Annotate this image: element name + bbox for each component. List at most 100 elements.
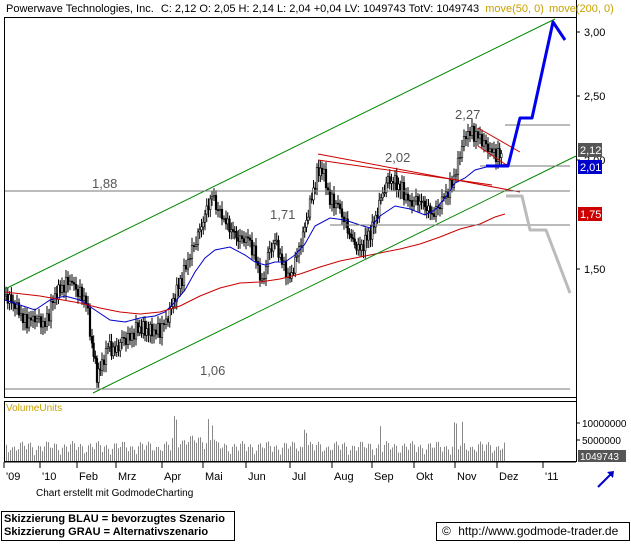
candle-body [203,213,207,223]
candle-body [10,294,13,303]
volume-bar [172,438,173,461]
candle-body [423,200,427,208]
volume-bar [346,446,347,461]
candle-body [264,266,268,279]
volume-bar [38,445,39,461]
candle-body [64,276,68,293]
level-label-1-71: 1,71 [270,207,295,222]
volume-bar [288,448,289,461]
candle-body [378,199,381,219]
volume-bar [374,455,375,461]
volume-bar [126,447,127,461]
candle-body [438,207,442,210]
candle-body [492,148,496,153]
candle-body [205,205,208,215]
volume-bar [20,442,21,461]
volume-bar [296,448,297,461]
gray-scenario-path [506,194,572,294]
candle-body [494,148,498,162]
volume-bar [142,443,143,461]
candle-body [47,313,51,322]
candle-body [31,315,35,321]
candle-body [388,176,391,184]
volume-bar [250,444,251,461]
volume-bar [168,444,169,461]
volume-bar [456,423,457,461]
candle-body [175,284,178,303]
candle-body [498,148,501,158]
candle-body [49,300,53,322]
volume-bar [54,443,55,461]
candle-body [162,323,166,325]
volume-bar [180,444,181,461]
volume-bar [230,453,231,461]
level-label-2-02: 2,02 [385,150,410,165]
volume-bar [354,446,355,461]
candle-body [434,206,438,217]
candle-body [268,248,271,253]
candle-body [138,326,141,333]
volume-bar [280,454,281,461]
volume-bar [88,445,89,461]
volume-bar [352,445,353,461]
candle-body [158,323,162,338]
price-tick-3-00: 3,00 [584,27,605,39]
volume-bar [276,445,277,461]
candle-body [235,231,238,239]
volume-bar [348,454,349,461]
candle-body [305,219,308,228]
candle-body [216,209,220,211]
candle-body [214,195,218,210]
candle-body [240,235,244,239]
volume-bar [424,454,425,461]
source-link[interactable]: © http://www.godmode-trader.de [436,522,630,541]
candle-body [466,131,470,140]
candle-body [288,272,292,279]
volume-bar [420,444,421,461]
candle-body [336,202,340,205]
volume-bar [306,432,307,461]
candle-body [196,231,200,245]
volume-bar [58,450,59,461]
volume-bar [384,444,385,461]
candle-body [353,238,356,245]
candle-body [106,346,110,349]
time-tick-label: Dez [499,471,519,483]
volume-bar [382,451,383,461]
candle-body [364,234,367,252]
volume-bar [56,444,57,461]
candle-body [246,236,250,239]
time-axis: '09 '10 Feb Mrz Apr Mai Jun Jul Aug Sep Okt Nov Dez '… [3,461,576,483]
candle-body [43,321,47,327]
volume-bar [408,449,409,461]
candle-body [386,176,390,184]
volume-bar [390,449,391,461]
time-tick-label: '10 [42,471,56,483]
candle-body [248,237,252,241]
volume-bar [62,447,63,461]
volume-bar [102,451,103,461]
volume-bar [124,442,125,461]
time-tick-label: Aug [334,471,354,483]
candle-body [294,256,297,274]
candle-body [226,218,229,225]
volume-bar [308,445,309,461]
candle-body [299,245,303,248]
volume-bar [270,445,271,461]
volume-bar [116,443,117,461]
volume-bar [240,443,241,461]
volume-bar [490,445,491,461]
volume-bar [120,446,121,461]
candle-body [270,248,273,252]
candle-body [23,314,27,323]
volume-bar [416,452,417,461]
candle-body [78,286,82,297]
volume-bar [40,446,41,461]
candle-body [143,321,147,336]
candle-body [484,140,488,145]
source-url[interactable]: http://www.godmode-trader.de [458,524,619,538]
volume-bar [248,446,249,461]
candle-body [340,208,344,218]
volume-bar [432,447,433,461]
candle-body [51,300,55,304]
